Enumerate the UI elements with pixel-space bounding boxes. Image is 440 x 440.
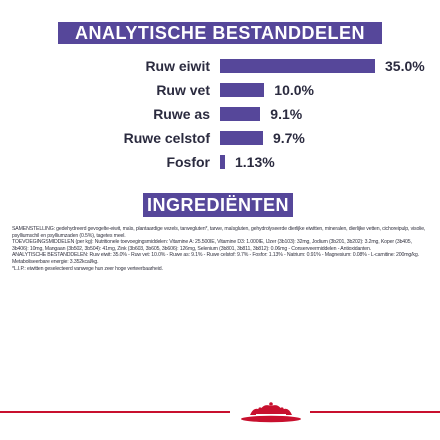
- analysis-value: 9.7%: [272, 130, 305, 146]
- analysis-value: 35.0%: [385, 58, 425, 74]
- analysis-value: 1.13%: [235, 154, 275, 170]
- analysis-label: Fosfor: [166, 154, 210, 170]
- analysis-label: Ruw eiwit: [145, 58, 210, 74]
- analysis-bar: [220, 131, 263, 145]
- analysis-row-crude-ash: Ruwe as 9.1%: [0, 104, 440, 124]
- royal-canin-crown-icon: [241, 402, 301, 423]
- footer-divider-left: [0, 411, 230, 413]
- analytical-paragraph: ANALYTISCHE BESTANDDELEN: Ruw eiwit: 35.…: [12, 252, 419, 265]
- analysis-bar: [220, 107, 261, 121]
- analysis-row-phosphorus: Fosfor 1.13%: [0, 152, 440, 172]
- analysis-bar: [220, 83, 265, 97]
- analysis-label: Ruwe as: [153, 106, 210, 122]
- analysis-header: ANALYTISCHE BESTANDDELEN: [58, 22, 382, 44]
- composition-paragraph: SAMENSTELLING: gedehydreerd gevogelte-ei…: [12, 226, 426, 239]
- additives-paragraph: TOEVOEGINGSMIDDELEN (per kg): Nutritione…: [12, 239, 412, 252]
- analysis-bar: [220, 59, 375, 73]
- analysis-value: 10.0%: [274, 82, 314, 98]
- ingredients-header: INGREDIËNTEN: [143, 193, 293, 217]
- analysis-row-crude-fibre: Ruwe celstof 9.7%: [0, 128, 440, 148]
- analysis-bar: [220, 155, 225, 169]
- footer-divider-right: [310, 411, 440, 413]
- analysis-row-crude-protein: Ruw eiwit 35.0%: [0, 56, 440, 76]
- analysis-row-crude-fat: Ruw vet 10.0%: [0, 80, 440, 100]
- analysis-label: Ruwe celstof: [123, 130, 210, 146]
- footnote-paragraph: *L.I.P.: eiwitten geselecteerd vanwege h…: [12, 265, 163, 272]
- ingredients-text: SAMENSTELLING: gedehydreerd gevogelte-ei…: [12, 226, 426, 272]
- analysis-label: Ruw vet: [156, 82, 210, 98]
- analysis-value: 9.1%: [270, 106, 303, 122]
